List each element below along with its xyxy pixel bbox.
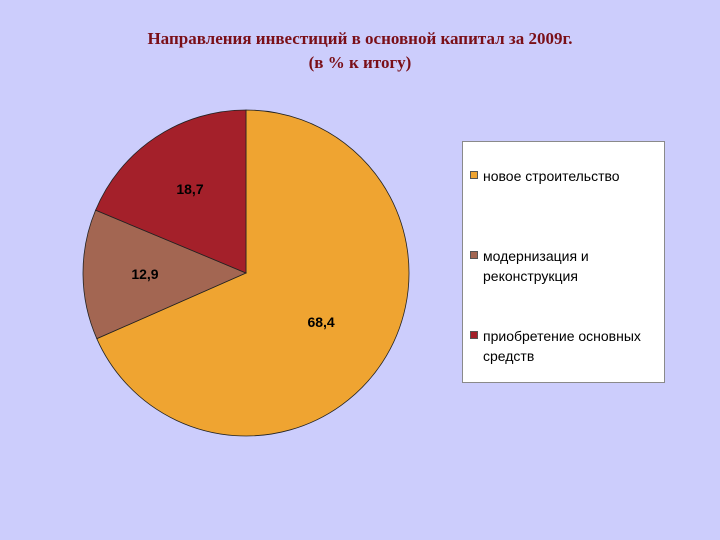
slice-new-construction <box>96 109 410 437</box>
legend-swatch <box>470 171 478 179</box>
legend-item-new-construction: новое строительство <box>470 166 663 186</box>
chart-title-line1: Направления инвестиций в основной капита… <box>147 29 573 48</box>
slice-value-label: 18,7 <box>176 181 203 197</box>
slice-modernization <box>82 209 248 340</box>
chart-title: Направления инвестиций в основной капита… <box>0 27 720 75</box>
slice-value-label: 12,9 <box>131 266 158 282</box>
legend-swatch <box>470 251 478 259</box>
legend-item-fixed-assets: приобретение основных средств <box>470 326 663 366</box>
legend-label: приобретение основных средств <box>483 328 641 364</box>
chart-title-line2: (в % к итогу) <box>308 53 412 72</box>
legend-label: новое строительство <box>483 168 620 184</box>
slice-fixed-assets <box>95 109 247 274</box>
legend-label: модернизация и реконструкция <box>483 248 589 284</box>
legend-swatch <box>470 331 478 339</box>
slice-value-label: 68,4 <box>307 314 334 330</box>
legend-item-modernization: модернизация и реконструкция <box>470 246 663 286</box>
chart-legend: новое строительство модернизация и рекон… <box>462 141 665 383</box>
